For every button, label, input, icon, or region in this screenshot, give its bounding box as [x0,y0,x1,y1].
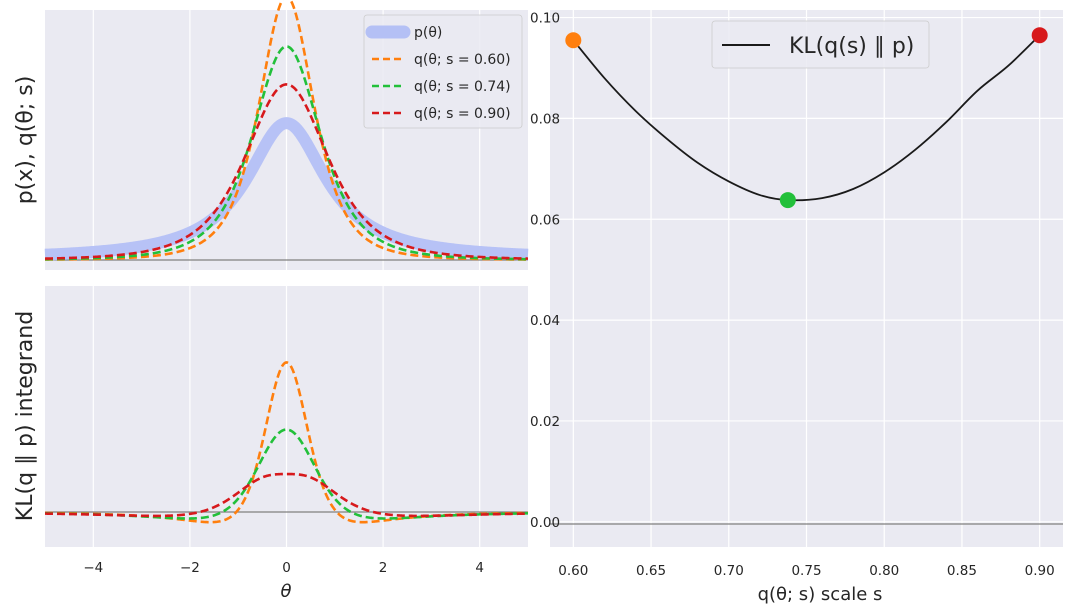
densities-series [40,0,533,261]
kl-legend: KL(q(s) ∥ p) [711,20,930,69]
kl-x-tick-label: 0.85 [947,563,977,579]
densities-legend: p(θ) q(θ; s = 0.60) q(θ; s = 0.74) q(θ; … [363,14,523,129]
density-line-2 [44,45,529,261]
legend-label-s074: q(θ; s = 0.74) [414,79,511,95]
integrand-x-tick-label: 2 [379,560,388,576]
kl-y-tick-label: 0.10 [530,11,560,27]
integrand-series [44,361,529,524]
kl-series [565,27,1048,209]
integrand-grid [92,286,481,547]
kl-legend-box [711,20,930,69]
density-line-1 [44,0,529,261]
kl-y-tick-label: 0.04 [530,313,560,329]
densities-legend-box [363,14,523,129]
kl-x-tick-label: 0.70 [714,563,744,579]
integrand-line-2 [44,472,529,518]
kl-x-tick-label: 0.90 [1025,563,1055,579]
integrand-x-ticks: −4 −2 0 2 4 [83,560,484,576]
kl-y-tick-label: 0.08 [530,111,560,127]
integrand-x-tick-label: 0 [282,560,291,576]
kl-x-ticks: 0.60 0.65 0.70 0.75 0.80 0.85 0.90 [558,563,1054,579]
kl-x-tick-label: 0.80 [869,563,899,579]
kl-x-tick-label: 0.75 [791,563,821,579]
kl-marker-1 [779,192,796,209]
legend-label-s090: q(θ; s = 0.90) [414,106,511,122]
integrand-y-axis-title: KL(q ∥ p) integrand [13,311,38,521]
integrand-x-tick-label: 4 [475,560,484,576]
kl-y-ticks: 0.00 0.02 0.04 0.06 0.08 0.10 [530,11,560,531]
kl-x-tick-label: 0.65 [636,563,666,579]
density-line-3 [44,83,529,260]
legend-label-prior: p(θ) [414,25,442,41]
density-line-0 [40,117,533,261]
integrand-x-tick-label: −4 [83,560,103,576]
kl-grid [550,10,1063,547]
kl-x-axis-title: q(θ; s) scale s [758,584,883,605]
integrand-x-axis-title: θ [280,581,291,602]
kl-marker-0 [565,32,582,49]
kl-x-tick-label: 0.60 [558,563,588,579]
kl-marker-2 [1031,27,1048,44]
densities-y-axis-title: p(x), q(θ; s) [13,76,38,205]
legend-label-kl: KL(q(s) ∥ p) [789,34,914,59]
legend-label-s060: q(θ; s = 0.60) [414,52,511,68]
kl-y-tick-label: 0.06 [530,212,560,228]
integrand-x-tick-label: −2 [180,560,200,576]
kl-y-tick-label: 0.00 [530,515,560,531]
kl-curve [572,34,1041,202]
kl-y-tick-label: 0.02 [530,414,560,430]
